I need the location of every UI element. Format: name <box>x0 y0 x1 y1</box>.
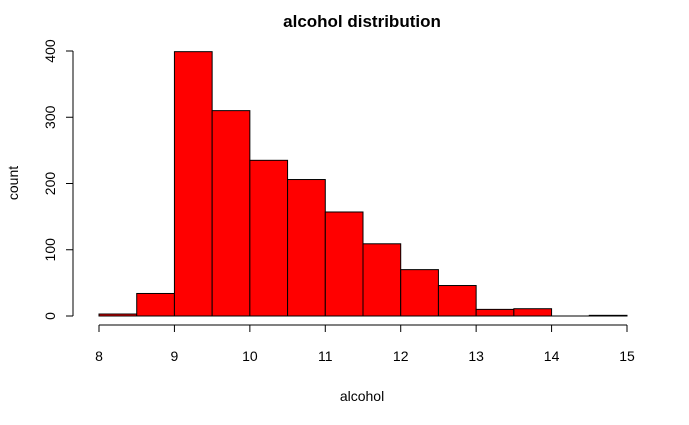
x-tick-label: 8 <box>95 348 103 364</box>
histogram-bar <box>437 285 477 317</box>
y-tick-label: 200 <box>42 172 58 196</box>
chart-title: alcohol distribution <box>283 12 441 31</box>
histogram-bar <box>400 269 439 317</box>
y-tick-label: 400 <box>42 39 58 63</box>
y-axis: 0 100 200 300 400 <box>42 39 74 320</box>
y-tick-label: 100 <box>42 238 58 262</box>
bars-group <box>98 51 628 317</box>
histogram-bar <box>249 159 289 317</box>
histogram-bar <box>98 313 138 317</box>
x-tick-label: 13 <box>468 348 484 364</box>
y-tick-label: 300 <box>42 105 58 129</box>
histogram-bar <box>588 314 628 317</box>
y-axis-label: count <box>5 166 21 200</box>
histogram-bar <box>136 292 175 317</box>
x-tick-label: 12 <box>393 348 409 364</box>
histogram-bar <box>287 179 326 317</box>
x-tick-label: 14 <box>544 348 560 364</box>
histogram-bar <box>513 308 553 317</box>
x-tick-label: 9 <box>171 348 179 364</box>
histogram-bar <box>475 308 515 317</box>
x-tick-label: 11 <box>318 348 333 364</box>
histogram-bar <box>324 211 364 317</box>
y-tick-label: 0 <box>42 312 58 320</box>
x-tick-label: 10 <box>242 348 258 364</box>
histogram-bar <box>211 110 251 317</box>
x-axis: 8 9 10 11 12 13 14 15 <box>95 324 635 364</box>
x-tick-label: 15 <box>619 348 635 364</box>
histogram-bar <box>173 51 213 317</box>
x-axis-label: alcohol <box>340 388 384 404</box>
histogram-bar <box>362 243 402 317</box>
